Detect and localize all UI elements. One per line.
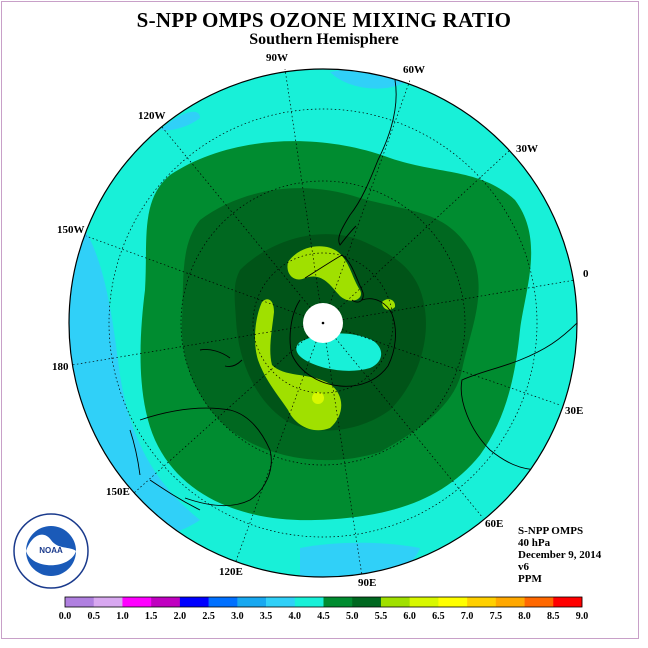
colorbar-outline — [64, 596, 583, 608]
contour-3.0-3.5-nw — [160, 111, 200, 131]
meridian-30e — [322, 322, 561, 406]
info-level: 40 hPa — [518, 537, 551, 549]
lon-label-180: 180 — [52, 361, 69, 373]
meridian-60w — [322, 79, 411, 324]
colorbar-tick-label: 2.5 — [202, 611, 215, 622]
colorbar-swatch — [151, 597, 181, 607]
colorbar-tick-label: 4.0 — [288, 611, 302, 622]
colorbar-tick-label: 3.0 — [231, 611, 244, 622]
colorbar — [64, 596, 583, 608]
colorbar-swatch — [65, 597, 95, 607]
colorbar-tick-label: 8.0 — [518, 611, 531, 622]
coast-antarctic-peninsula — [304, 254, 364, 303]
lon-label-90w: 90W — [266, 52, 288, 64]
lon-label-0: 0 — [583, 268, 589, 280]
chart-subtitle: Southern Hemisphere — [249, 31, 399, 48]
noaa-logo: NOAA — [13, 513, 89, 589]
colorbar-tick-label: 0.0 — [58, 611, 72, 622]
contour-3.5-4.0-polar — [296, 333, 382, 371]
colorbar-swatch — [179, 597, 209, 607]
colorbar-tick-label: 8.5 — [547, 611, 560, 622]
lon-label-120e: 120E — [219, 566, 243, 578]
lon-label-150e: 150E — [106, 486, 130, 498]
coast-new-zealand — [199, 349, 243, 367]
contour-6.0-6.5 — [312, 392, 324, 404]
colorbar-swatch — [352, 597, 382, 607]
coastlines — [129, 79, 577, 511]
colorbar-swatch — [553, 597, 583, 607]
coast-south-america — [338, 79, 397, 246]
coast-australia — [139, 407, 272, 507]
colorbar-tick-label: 5.0 — [345, 611, 359, 622]
logo-wordmark: NOAA — [39, 546, 63, 555]
lon-label-30e: 30E — [565, 405, 584, 417]
meridian-90w — [284, 68, 324, 324]
contour-5.5-6.0-peninsula — [287, 246, 361, 301]
info-date: December 9, 2014 — [518, 549, 602, 561]
colorbar-tick-label: 0.5 — [87, 611, 100, 622]
lon-label-120w: 120W — [138, 110, 166, 122]
colorbar-swatch — [495, 597, 525, 607]
colorbar-swatch — [208, 597, 238, 607]
coast-africa — [460, 321, 577, 471]
colorbar-tick-label: 4.5 — [317, 611, 330, 622]
meridian-90e — [322, 322, 363, 577]
colorbar-swatch — [323, 597, 353, 607]
colorbar-swatch — [122, 597, 152, 607]
info-version: v6 — [518, 561, 529, 573]
meridian-180 — [71, 322, 324, 366]
colorbar-swatch — [266, 597, 296, 607]
south-pole-marker — [321, 321, 325, 325]
colorbar-swatch — [294, 597, 324, 607]
meridian-0 — [322, 279, 576, 324]
colorbar-swatch — [237, 597, 267, 607]
lat-circle-2 — [180, 180, 466, 466]
colorbar-swatch — [524, 597, 554, 607]
lon-label-60w: 60W — [403, 64, 425, 76]
figure-border — [1, 1, 639, 639]
colorbar-swatch — [380, 597, 410, 607]
colorbar-tick-label: 3.5 — [259, 611, 273, 622]
colorbar-swatch — [93, 597, 123, 607]
logo-bird — [26, 534, 76, 566]
colorbar-tick-label: 7.0 — [460, 611, 474, 622]
info-units: PPM — [518, 573, 542, 585]
colorbar-tick-label: 2.0 — [173, 611, 187, 622]
chart-title: S-NPP OMPS OZONE MIXING RATIO — [136, 8, 512, 32]
lon-label-150w: 150W — [57, 224, 85, 236]
info-instrument: S-NPP OMPS — [518, 525, 584, 537]
colorbar-tick-label: 1.5 — [144, 611, 158, 622]
colorbar-swatch — [467, 597, 497, 607]
colorbar-tick-label: 1.0 — [116, 611, 129, 622]
lon-label-90e: 90E — [358, 577, 377, 589]
colorbar-swatch — [409, 597, 439, 607]
coast-indonesia — [129, 429, 201, 511]
colorbar-tick-label: 6.0 — [403, 611, 416, 622]
lon-label-60e: 60E — [485, 518, 504, 530]
colorbar-swatch — [438, 597, 468, 607]
colorbar-tick-label: 6.5 — [432, 611, 445, 622]
colorbar-tick-label: 7.5 — [489, 611, 503, 622]
lat-circle-1 — [252, 252, 394, 394]
contour-5.5-6.0-small — [382, 299, 396, 310]
colorbar-tick-label: 9.0 — [575, 611, 589, 622]
map-boundary — [68, 68, 578, 578]
graticule — [71, 68, 576, 577]
colorbar-tick-label: 5.5 — [374, 611, 388, 622]
meridian-30w — [322, 149, 511, 324]
lat-circle-3 — [108, 108, 538, 538]
lon-label-30w: 30W — [516, 143, 538, 155]
